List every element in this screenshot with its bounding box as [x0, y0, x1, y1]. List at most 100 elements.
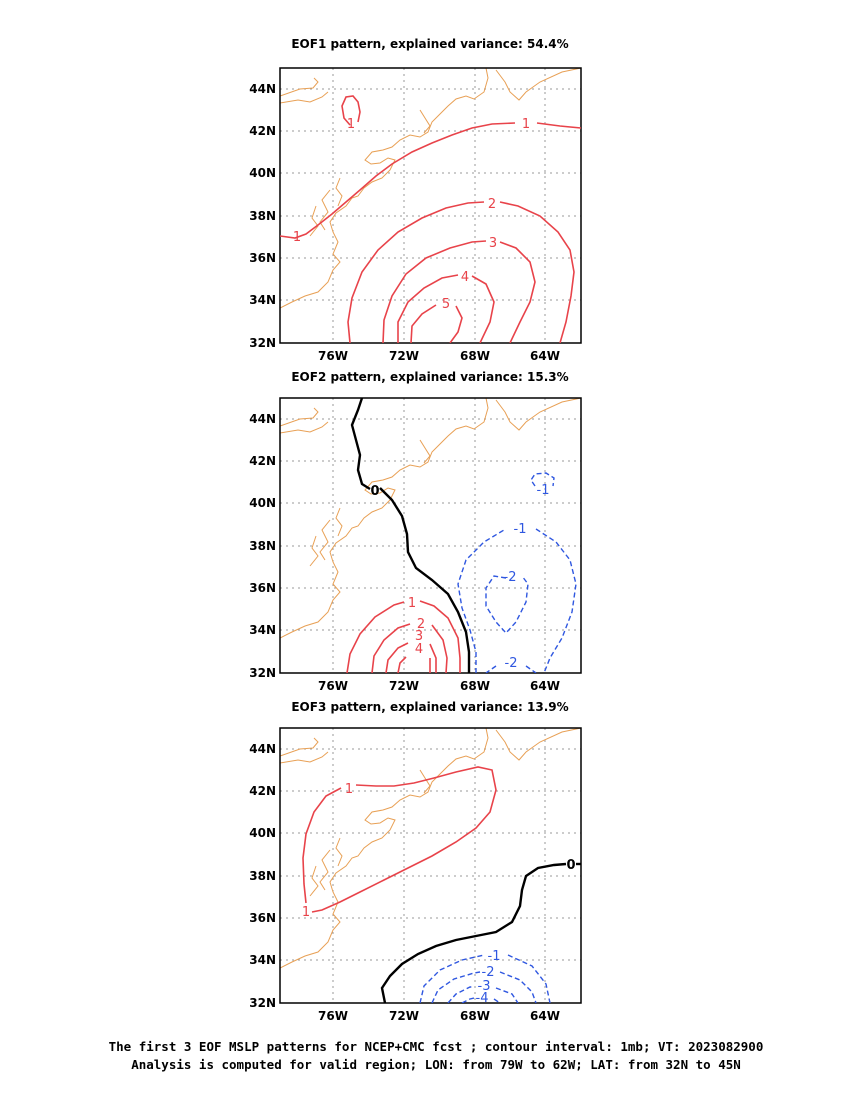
contour-label: 0 — [566, 858, 575, 873]
lon-tick-label: 64W — [530, 1009, 560, 1023]
contour-line — [447, 986, 472, 1003]
contour-line — [397, 274, 459, 343]
contour-line — [431, 971, 481, 1003]
contour-line — [397, 656, 407, 673]
lat-tick-label: 32N — [249, 996, 276, 1010]
lat-tick-label: 40N — [249, 496, 276, 510]
contour-line — [410, 304, 437, 343]
contour-label: 0 — [370, 484, 379, 499]
contour-label: -2 — [505, 656, 518, 671]
lon-tick-label: 68W — [460, 349, 490, 363]
lat-tick-label: 36N — [249, 251, 276, 265]
contour-label: 5 — [442, 297, 450, 312]
lon-tick-label: 72W — [389, 679, 419, 693]
contour-label: -1 — [488, 949, 501, 964]
contours — [346, 398, 577, 673]
caption-line-1: The first 3 EOF MSLP patterns for NCEP+C… — [109, 1039, 764, 1054]
map-grid — [280, 728, 581, 1003]
contour-label: -1 — [514, 522, 527, 537]
lon-tick-labels: 76W 72W 68W 64W — [318, 349, 560, 363]
lat-tick-label: 38N — [249, 539, 276, 553]
lat-tick-label: 34N — [249, 293, 276, 307]
contour-line — [431, 624, 448, 673]
contour-line — [379, 487, 471, 673]
lon-tick-label: 76W — [318, 349, 348, 363]
panel-title: EOF3 pattern, explained variance: 13.9% — [291, 700, 568, 714]
contour-label: 2 — [417, 617, 425, 632]
contour-line — [350, 398, 371, 491]
lon-tick-label: 64W — [530, 349, 560, 363]
contour-label: 1 — [293, 230, 301, 245]
lat-tick-label: 32N — [249, 336, 276, 350]
contour-line — [525, 665, 537, 673]
contours — [280, 95, 581, 343]
contour-line — [536, 122, 581, 129]
contour-line — [371, 623, 411, 673]
contour-line — [341, 95, 361, 126]
panel-eof3: EOF3 pattern, explained variance: 13.9% — [249, 700, 582, 1023]
caption-line-2: Analysis is computed for valid region; L… — [131, 1057, 741, 1072]
contour-line — [429, 643, 437, 673]
panel-eof2: EOF2 pattern, explained variance: 15.3% — [249, 370, 582, 693]
lat-tick-label: 44N — [249, 742, 276, 756]
lon-tick-label: 76W — [318, 1009, 348, 1023]
lon-tick-labels: 76W 72W 68W 64W — [318, 1009, 560, 1023]
lat-tick-label: 42N — [249, 454, 276, 468]
lat-tick-labels: 44N 42N 40N 38N 36N 34N 32N — [249, 82, 276, 350]
contour-line — [535, 528, 577, 673]
contour-label: 1 — [302, 905, 310, 920]
contour-line — [499, 241, 536, 343]
contour-label: -2 — [482, 965, 495, 980]
contour-label: 2 — [488, 197, 496, 212]
contour-line — [461, 997, 475, 1003]
contour-line — [457, 529, 505, 673]
panel-eof1: EOF1 pattern, explained variance: 54.4% — [249, 37, 582, 363]
contour-line — [499, 971, 537, 1003]
lat-tick-label: 36N — [249, 581, 276, 595]
contour-line — [419, 600, 461, 673]
contour-line — [380, 862, 567, 1003]
lon-tick-label: 72W — [389, 349, 419, 363]
lat-tick-label: 40N — [249, 826, 276, 840]
contour-line — [449, 305, 463, 343]
map-grid — [280, 398, 581, 673]
lat-tick-label: 42N — [249, 784, 276, 798]
contour-line — [485, 665, 497, 673]
contour-label: 3 — [415, 629, 423, 644]
contour-line — [280, 122, 516, 239]
lon-tick-label: 64W — [530, 679, 560, 693]
panel-title: EOF2 pattern, explained variance: 15.3% — [291, 370, 568, 384]
lat-tick-label: 36N — [249, 911, 276, 925]
lat-tick-label: 34N — [249, 623, 276, 637]
figure-caption: The first 3 EOF MSLP patterns for NCEP+C… — [109, 1039, 764, 1072]
contours — [302, 766, 581, 1003]
lat-tick-label: 34N — [249, 953, 276, 967]
contour-line — [302, 787, 342, 904]
contour-line — [493, 998, 501, 1003]
contour-labels: 1 1 1 2 3 4 5 — [293, 117, 530, 312]
lat-tick-label: 42N — [249, 124, 276, 138]
contour-line — [419, 954, 485, 1003]
contour-line — [499, 201, 575, 343]
lon-tick-label: 72W — [389, 1009, 419, 1023]
contour-label: 4 — [461, 270, 469, 285]
contour-line — [485, 575, 529, 635]
contour-label: -2 — [504, 570, 517, 585]
lat-tick-labels: 44N 42N 40N 38N 36N 34N 32N — [249, 742, 276, 1010]
lat-tick-label: 38N — [249, 869, 276, 883]
contour-line — [495, 987, 519, 1003]
contour-line — [385, 642, 409, 673]
lat-tick-label: 32N — [249, 666, 276, 680]
contour-labels: 1 1 0 -1 -2 -3 -4 — [302, 782, 576, 1006]
contour-label: 3 — [489, 236, 497, 251]
lat-tick-label: 40N — [249, 166, 276, 180]
contour-label: 1 — [408, 596, 416, 611]
map-grid — [280, 68, 581, 343]
panel-title: EOF1 pattern, explained variance: 54.4% — [291, 37, 568, 51]
contour-line — [346, 601, 405, 673]
contour-line — [311, 766, 497, 913]
contour-label: -3 — [478, 979, 491, 994]
coastline — [280, 398, 581, 639]
contour-label: 1 — [345, 782, 353, 797]
